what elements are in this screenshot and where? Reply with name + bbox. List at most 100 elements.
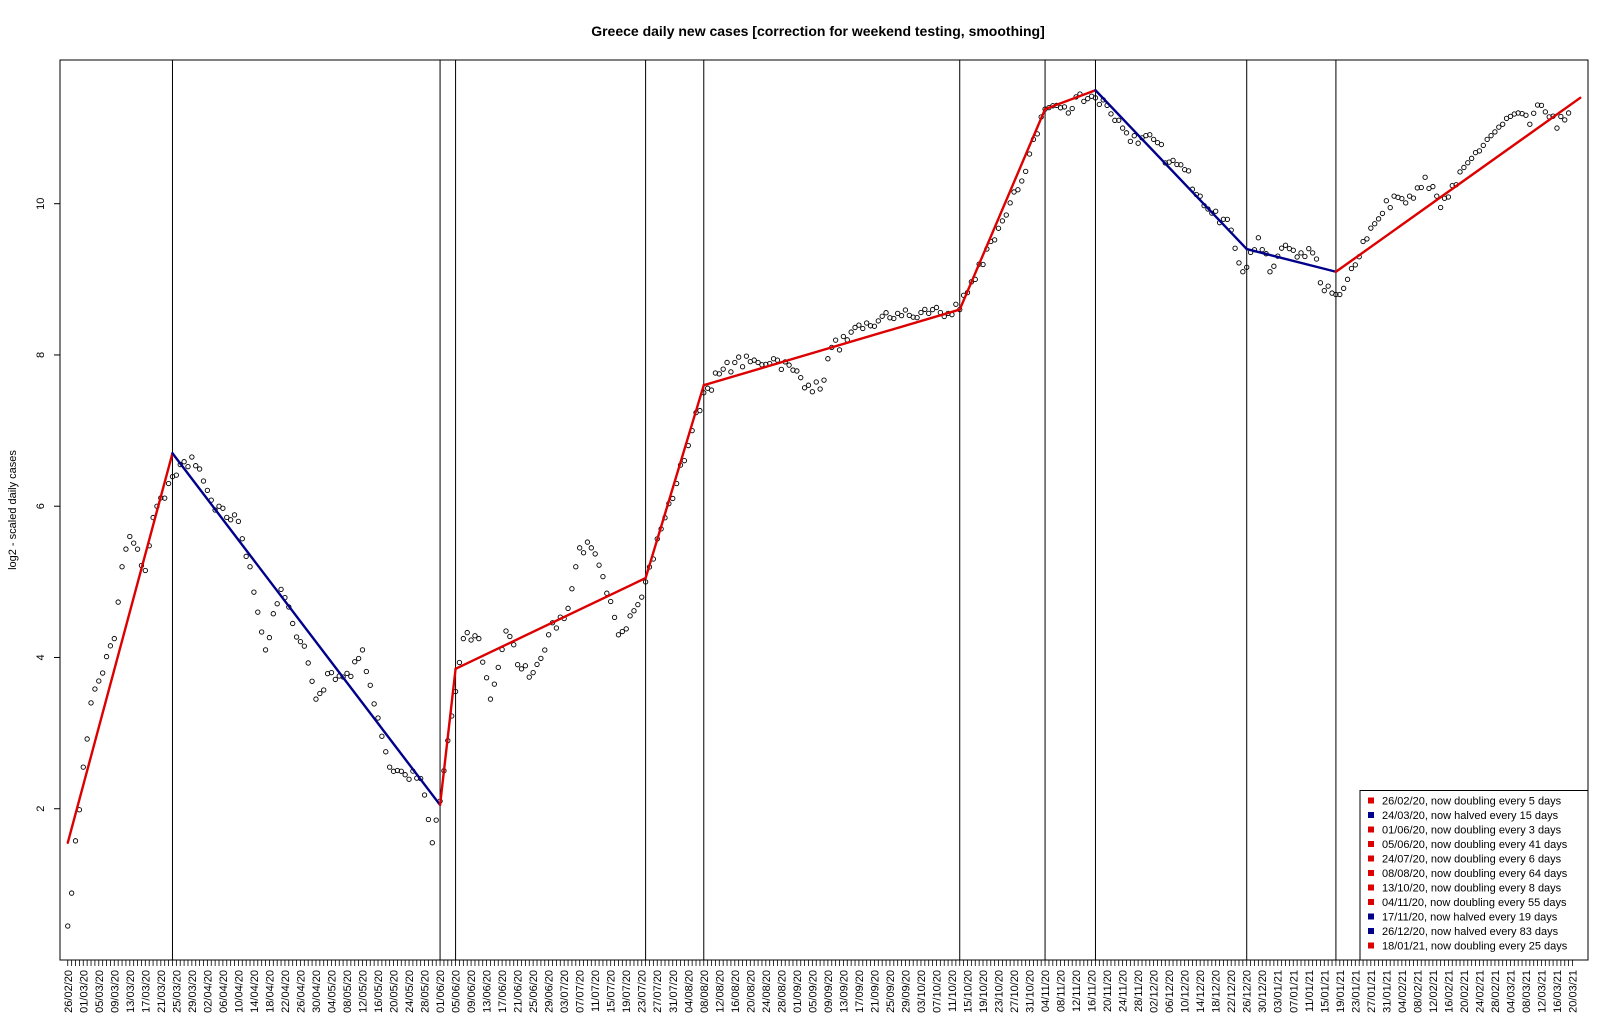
data-point [953, 301, 959, 307]
legend-box [1359, 790, 1589, 961]
data-point [895, 310, 901, 317]
data-point [545, 632, 552, 638]
x-tick-label: 13/06/20 [482, 970, 494, 1013]
x-tick-label: 09/06/20 [466, 970, 478, 1013]
data-point [185, 463, 191, 470]
data-point [115, 599, 121, 605]
x-tick-label: 03/01/21 [1273, 970, 1285, 1013]
data-point [728, 369, 734, 375]
data-point [375, 715, 381, 721]
data-point [100, 670, 106, 676]
x-tick-label: 03/07/20 [559, 970, 571, 1013]
legend-swatch [1368, 913, 1374, 920]
x-tick-label: 01/09/20 [792, 970, 804, 1013]
data-point [200, 478, 207, 484]
data-point [852, 324, 858, 331]
data-point [995, 225, 1002, 231]
data-point [348, 673, 354, 680]
x-tick-label: 24/11/20 [1118, 970, 1130, 1012]
data-point [386, 764, 393, 770]
data-point [127, 533, 133, 540]
data-point [596, 562, 602, 568]
data-point [398, 768, 404, 774]
data-point [615, 632, 622, 638]
x-tick-label: 23/01/21 [1350, 970, 1362, 1013]
data-point [173, 472, 179, 478]
data-point [503, 628, 509, 634]
data-point [639, 594, 645, 600]
data-point [592, 551, 598, 557]
data-point [1185, 168, 1192, 174]
x-tick-label: 10/12/20 [1180, 970, 1192, 1013]
data-point [1496, 124, 1502, 130]
data-point [902, 307, 909, 313]
legend-label: 24/07/20, now doubling every 6 days [1382, 854, 1562, 866]
data-point [476, 635, 482, 642]
data-point [65, 923, 71, 929]
data-point [189, 454, 195, 460]
x-tick-label: 20/02/21 [1459, 970, 1471, 1013]
data-point [142, 567, 148, 574]
data-point [355, 655, 362, 662]
data-point [1414, 185, 1421, 191]
data-point [1147, 132, 1153, 138]
data-point [433, 817, 439, 823]
data-point [619, 628, 625, 635]
x-tick-label: 31/07/20 [668, 970, 680, 1013]
x-tick-label: 01/03/20 [78, 970, 90, 1013]
data-point [534, 661, 540, 668]
data-point [720, 366, 726, 372]
x-tick-label: 11/01/21 [1304, 970, 1316, 1012]
data-point [580, 550, 587, 556]
legend-swatch [1368, 812, 1374, 818]
data-point [918, 309, 924, 316]
data-point [1480, 142, 1486, 149]
legend-swatch [1368, 841, 1374, 847]
data-point [1360, 238, 1366, 245]
x-tick-label: 16/03/21 [1552, 970, 1564, 1013]
data-point [1476, 148, 1483, 154]
x-tick-label: 31/01/21 [1381, 970, 1393, 1013]
data-point [794, 368, 800, 374]
x-tick-label: 16/11/20 [1087, 970, 1099, 1012]
data-point [1282, 242, 1289, 248]
x-tick-label: 08/03/21 [1521, 970, 1533, 1013]
data-point [1236, 260, 1242, 266]
data-point [1457, 169, 1463, 175]
data-point [867, 323, 874, 329]
data-point [123, 546, 129, 552]
x-tick-label: 19/10/20 [978, 970, 990, 1013]
data-point [1554, 125, 1560, 131]
data-point [739, 364, 746, 370]
x-tick-label: 01/06/20 [435, 970, 447, 1013]
data-point [1348, 265, 1355, 272]
data-point [522, 663, 529, 669]
data-point [1437, 204, 1444, 211]
data-point [266, 634, 273, 641]
x-tick-label: 27/10/20 [1009, 970, 1021, 1013]
data-point [642, 579, 649, 585]
data-point [1015, 187, 1021, 193]
x-tick-label: 20/08/20 [745, 970, 757, 1013]
data-point [611, 614, 618, 621]
data-point [631, 608, 637, 614]
data-point [1484, 136, 1490, 143]
data-point [363, 668, 370, 675]
x-tick-label: 19/01/21 [1335, 970, 1347, 1013]
data-point [569, 586, 575, 592]
x-tick-label: 02/04/20 [202, 970, 214, 1013]
data-point [1127, 138, 1134, 145]
data-point [553, 625, 560, 631]
data-point [898, 312, 905, 319]
data-point [1244, 264, 1250, 270]
x-tick-label: 04/08/20 [683, 970, 695, 1013]
data-point [584, 539, 591, 545]
data-point [1403, 200, 1409, 206]
x-tick-label: 04/05/20 [326, 970, 338, 1013]
data-point [344, 670, 350, 677]
data-point [274, 601, 280, 607]
data-point [262, 647, 269, 653]
x-tick-label: 21/09/20 [869, 970, 881, 1013]
x-tick-label: 14/12/20 [1195, 970, 1207, 1013]
data-point [926, 310, 932, 316]
